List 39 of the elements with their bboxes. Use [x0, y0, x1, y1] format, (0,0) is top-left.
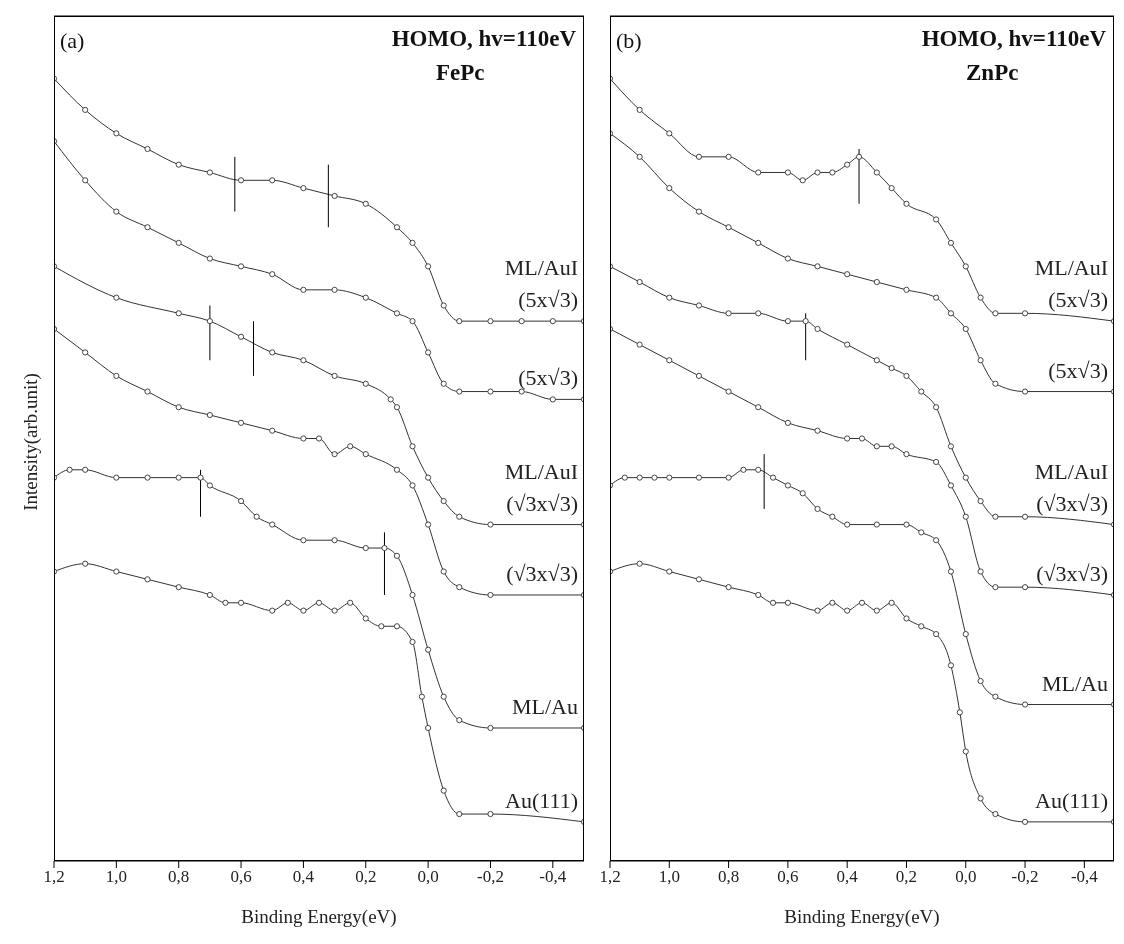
x-tick-label: 0,8 — [717, 867, 740, 887]
x-axis-title: Binding Energy(eV) — [784, 906, 940, 928]
x-tick-label: 0,4 — [292, 867, 315, 887]
x-tick-label: -0,4 — [539, 867, 567, 887]
x-tick-label: 0,6 — [230, 867, 252, 887]
chart-title: HOMO, hv=110eV — [920, 26, 1106, 52]
x-tick-label: -0,4 — [1070, 867, 1099, 887]
series-label: Au(111) — [505, 787, 578, 813]
x-tick-label: 0,8 — [168, 867, 190, 887]
series-label: ML/Au — [512, 693, 578, 719]
chart-subtitle: ZnPc — [966, 60, 1019, 85]
series-label: (√3x√3) — [1036, 560, 1108, 586]
x-axis-title: Binding Energy(eV) — [241, 906, 397, 928]
x-tick-label: 1,0 — [105, 867, 127, 887]
x-tick-label: 0,0 — [417, 867, 439, 887]
series-label: (√3x√3) — [506, 560, 578, 586]
x-tick-label: 0,2 — [895, 867, 918, 887]
y-axis-title: Intensity(arb.unit) — [20, 371, 42, 513]
x-tick-label: 1,0 — [658, 867, 680, 887]
series-label: (5x√3) — [1048, 357, 1108, 383]
chart-subtitle: FePc — [436, 60, 485, 85]
series-label: ML/AuI (√3x√3) — [1034, 458, 1108, 516]
x-tick-label: -0,2 — [477, 867, 504, 887]
x-tick-label: 0,0 — [955, 867, 977, 887]
x-tick-label: 1,2 — [599, 867, 621, 887]
text: (a) — [60, 28, 85, 54]
series-label: (5x√3) — [518, 365, 578, 391]
series-label: ML/AuI (√3x√3) — [504, 458, 578, 516]
x-tick-label: 0,6 — [777, 867, 799, 887]
series-label: Au(111) — [1035, 787, 1108, 813]
text: (b) — [616, 28, 642, 54]
x-tick-label: 0,2 — [355, 867, 377, 887]
series-label: ML/AuI (5x√3) — [1034, 255, 1108, 313]
x-tick-label: 1,2 — [43, 867, 65, 887]
chart-title: HOMO, hv=110eV — [390, 26, 576, 52]
x-tick-label: -0,2 — [1011, 867, 1039, 887]
x-tick-label: 0,4 — [836, 867, 859, 887]
series-label: ML/AuI (5x√3) — [504, 255, 578, 313]
series-label: ML/Au — [1042, 670, 1108, 696]
